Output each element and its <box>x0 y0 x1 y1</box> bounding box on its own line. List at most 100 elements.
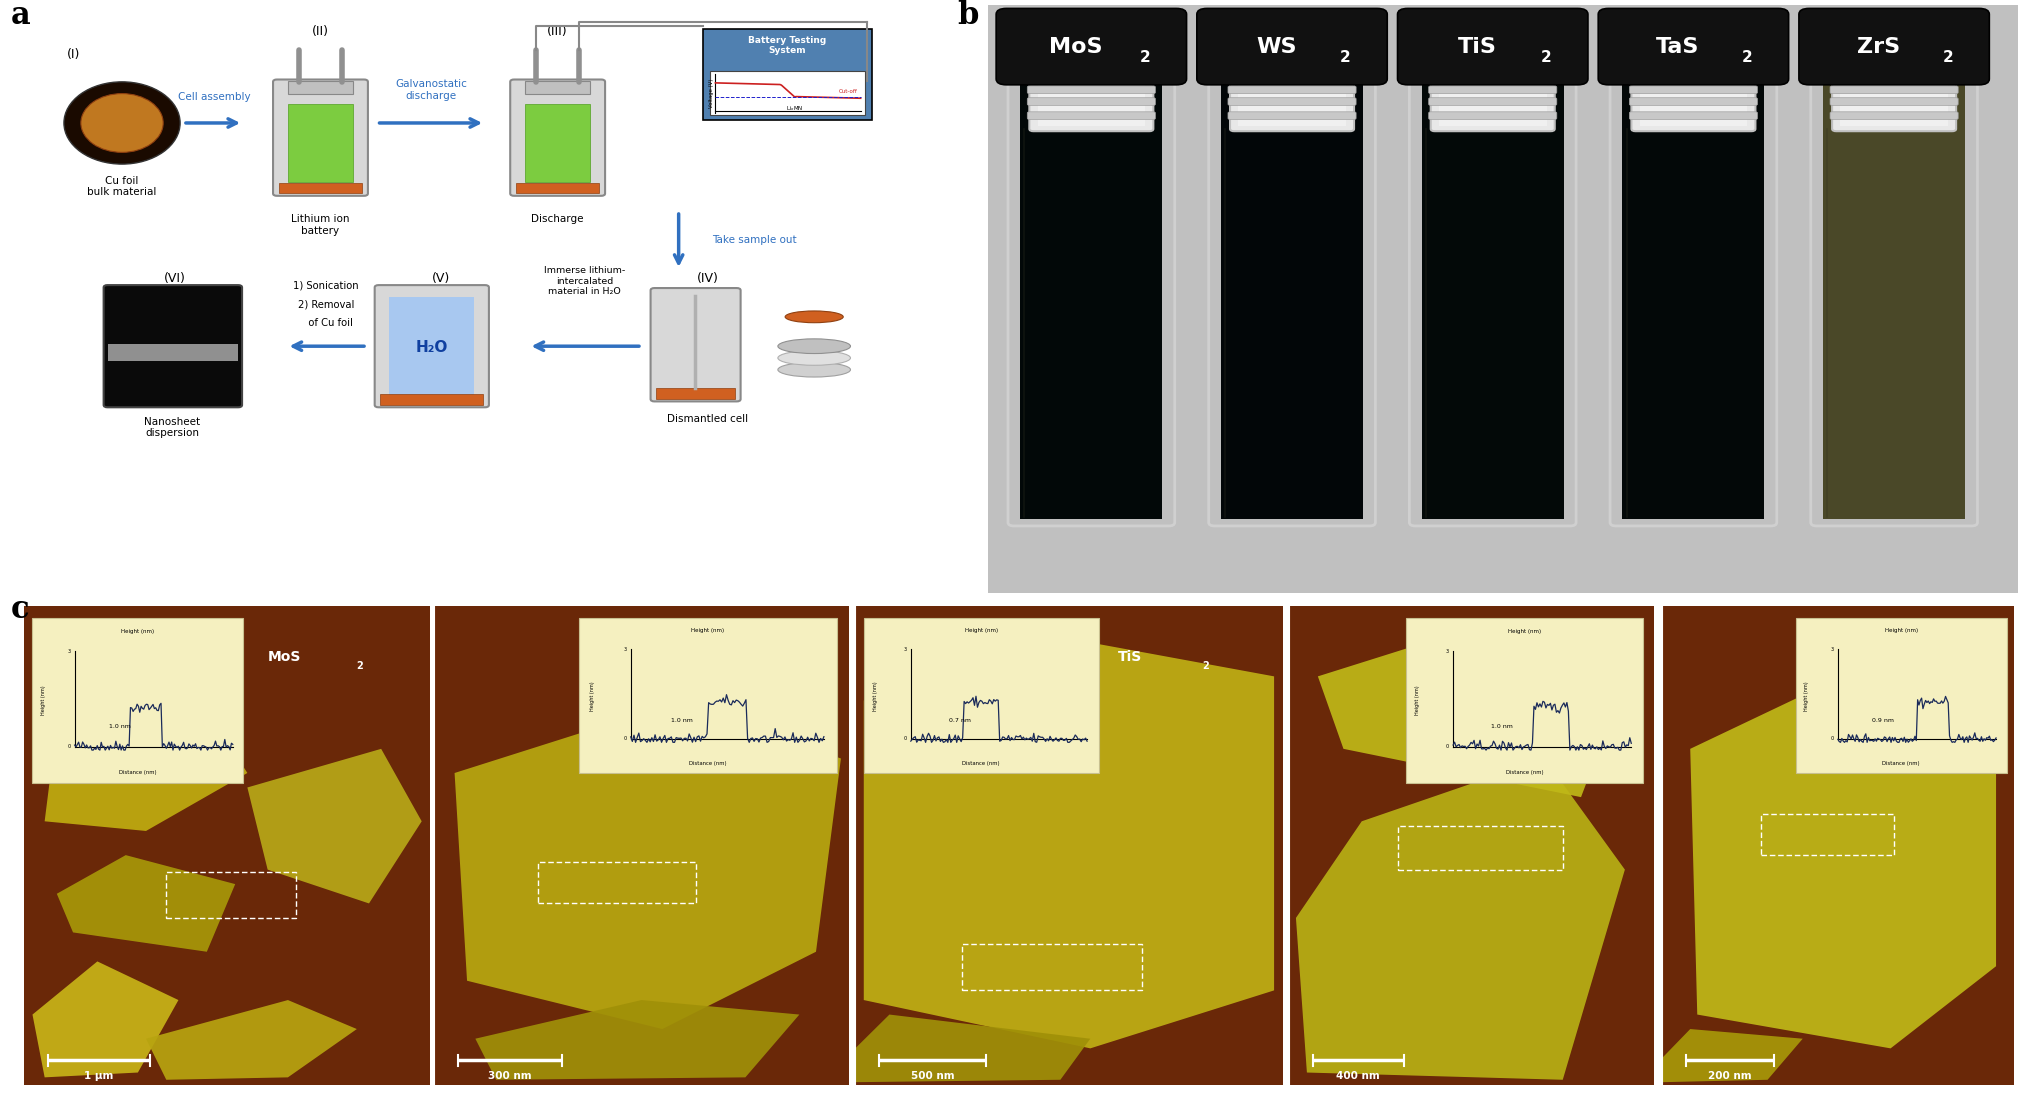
Text: 1.0 nm: 1.0 nm <box>671 718 693 722</box>
Bar <box>516 183 599 193</box>
Bar <box>579 618 838 773</box>
Text: 3: 3 <box>903 647 907 652</box>
Text: Distance (nm): Distance (nm) <box>118 770 157 775</box>
Text: 2: 2 <box>1594 661 1600 671</box>
Text: Height (nm): Height (nm) <box>41 686 45 715</box>
Text: b: b <box>958 0 978 31</box>
Text: Height (nm): Height (nm) <box>964 628 999 634</box>
FancyBboxPatch shape <box>1598 9 1789 85</box>
FancyBboxPatch shape <box>650 288 740 402</box>
FancyBboxPatch shape <box>1429 86 1557 93</box>
FancyBboxPatch shape <box>273 79 369 195</box>
Text: Discharge: Discharge <box>532 214 585 224</box>
Bar <box>381 394 483 405</box>
FancyBboxPatch shape <box>375 285 489 407</box>
Text: Height (nm): Height (nm) <box>589 681 595 710</box>
Ellipse shape <box>779 350 850 366</box>
Polygon shape <box>1296 759 1624 1079</box>
Bar <box>1021 86 1162 519</box>
Bar <box>962 944 1141 990</box>
Bar <box>33 618 243 783</box>
Bar <box>856 606 1282 1085</box>
Polygon shape <box>475 1000 799 1079</box>
Polygon shape <box>45 691 247 831</box>
Text: 3: 3 <box>67 649 71 653</box>
Text: Height (nm): Height (nm) <box>1804 681 1810 710</box>
Polygon shape <box>864 642 1274 1049</box>
Polygon shape <box>1663 1029 1804 1083</box>
Polygon shape <box>57 855 234 952</box>
Text: 0: 0 <box>903 737 907 741</box>
Text: (VI): (VI) <box>165 271 185 284</box>
Text: Cut-off: Cut-off <box>840 89 858 94</box>
Text: 0: 0 <box>1830 737 1834 741</box>
Text: (IV): (IV) <box>697 271 719 284</box>
Text: 400 nm: 400 nm <box>1337 1071 1380 1082</box>
FancyBboxPatch shape <box>1832 77 1956 131</box>
Polygon shape <box>247 749 422 904</box>
Bar <box>864 618 1098 773</box>
Text: 2: 2 <box>1341 49 1351 65</box>
Text: Distance (nm): Distance (nm) <box>1883 761 1920 766</box>
Ellipse shape <box>785 311 844 323</box>
Text: TiS: TiS <box>1457 36 1496 57</box>
Bar <box>1824 86 1965 519</box>
Text: of Cu foil: of Cu foil <box>300 318 353 328</box>
Text: TaS: TaS <box>1657 36 1700 57</box>
Polygon shape <box>856 1015 1090 1083</box>
Text: 0: 0 <box>1447 744 1449 749</box>
Text: Voltage (V): Voltage (V) <box>709 79 713 108</box>
Text: 3: 3 <box>624 647 628 652</box>
Bar <box>703 29 872 120</box>
Text: a: a <box>10 0 31 31</box>
Text: Immerse lithium-
intercalated
material in H₂O: Immerse lithium- intercalated material i… <box>544 267 626 296</box>
Text: Height (nm): Height (nm) <box>1885 628 1918 634</box>
Bar <box>709 71 864 115</box>
Text: 1) Sonication: 1) Sonication <box>293 280 359 290</box>
FancyBboxPatch shape <box>1398 9 1588 85</box>
Bar <box>1641 85 1747 126</box>
Ellipse shape <box>779 362 850 377</box>
FancyBboxPatch shape <box>1429 98 1557 105</box>
Text: 1.0 nm: 1.0 nm <box>110 725 130 729</box>
Bar <box>538 862 695 904</box>
Text: 0.9 nm: 0.9 nm <box>1873 718 1895 722</box>
Text: 2: 2 <box>1541 49 1551 65</box>
Text: 3: 3 <box>1447 649 1449 653</box>
Text: WS: WS <box>687 650 713 664</box>
Ellipse shape <box>779 339 850 354</box>
Bar <box>1439 85 1547 126</box>
Bar <box>1398 826 1563 870</box>
Ellipse shape <box>63 82 179 164</box>
Text: H₂O: H₂O <box>416 340 448 355</box>
Bar <box>1761 814 1893 855</box>
Text: Nanosheet
dispersion: Nanosheet dispersion <box>145 416 200 438</box>
Bar <box>1037 85 1145 126</box>
FancyBboxPatch shape <box>1231 77 1353 131</box>
Text: 0: 0 <box>67 744 71 749</box>
FancyBboxPatch shape <box>1800 9 1989 85</box>
Text: 200 nm: 200 nm <box>1708 1071 1753 1082</box>
FancyBboxPatch shape <box>1027 98 1156 105</box>
Text: 0.7 nm: 0.7 nm <box>948 718 970 722</box>
Text: 300 nm: 300 nm <box>487 1071 532 1082</box>
Text: 2: 2 <box>1959 661 1965 671</box>
Text: 2: 2 <box>1942 49 1952 65</box>
Polygon shape <box>454 701 842 1029</box>
Bar <box>1795 618 2007 773</box>
Bar <box>279 183 363 193</box>
Text: Dismantled cell: Dismantled cell <box>666 414 748 424</box>
Text: 2: 2 <box>1742 49 1753 65</box>
FancyBboxPatch shape <box>510 79 605 195</box>
Polygon shape <box>1319 628 1637 797</box>
Bar <box>389 298 475 401</box>
Text: 2: 2 <box>772 661 781 671</box>
Text: Battery Testing
System: Battery Testing System <box>748 36 827 55</box>
Ellipse shape <box>82 93 163 153</box>
Text: (V): (V) <box>432 271 450 284</box>
Text: 2: 2 <box>1202 661 1209 671</box>
FancyBboxPatch shape <box>1229 112 1355 120</box>
Bar <box>24 606 430 1085</box>
Text: ZrS: ZrS <box>1871 650 1899 664</box>
Bar <box>1239 85 1345 126</box>
